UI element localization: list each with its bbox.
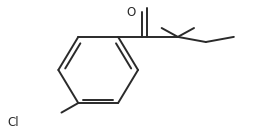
- Text: Cl: Cl: [7, 116, 19, 129]
- Text: O: O: [127, 6, 136, 19]
